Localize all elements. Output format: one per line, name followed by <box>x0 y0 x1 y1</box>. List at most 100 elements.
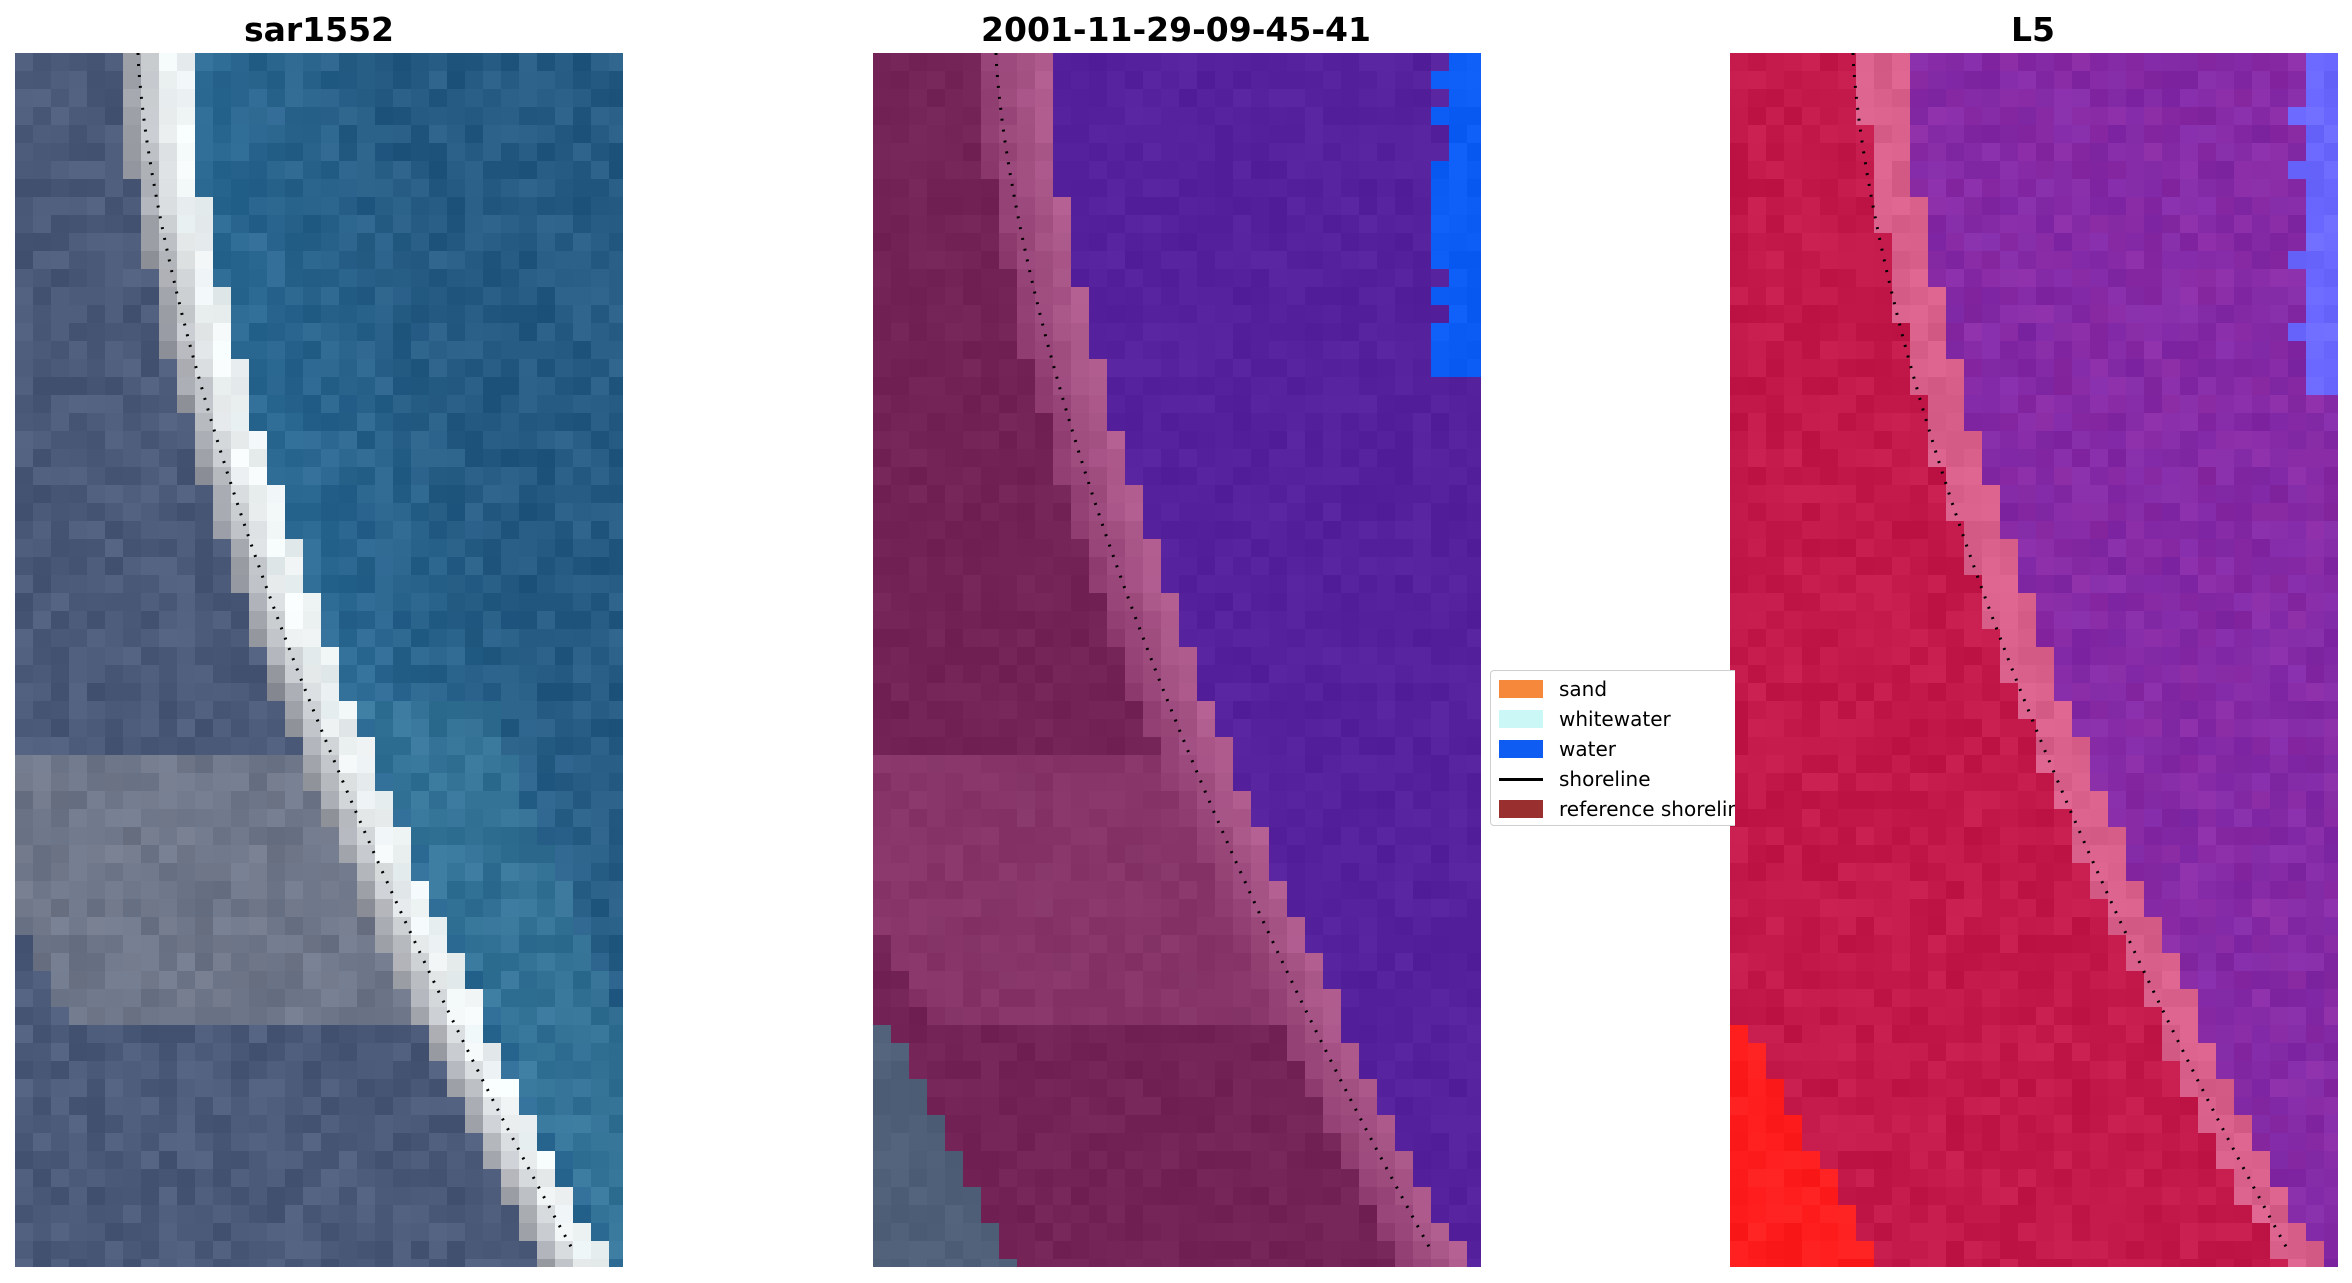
image-pixel <box>375 449 394 468</box>
image-pixel <box>945 1259 964 1267</box>
image-pixel <box>177 269 196 288</box>
image-pixel <box>873 431 892 450</box>
image-pixel <box>927 251 946 270</box>
image-pixel <box>1017 179 1036 198</box>
image-pixel <box>195 143 214 162</box>
image-pixel <box>303 1133 322 1152</box>
image-pixel <box>87 863 106 882</box>
image-pixel <box>891 899 910 918</box>
image-pixel <box>1107 413 1126 432</box>
image-pixel <box>1089 1205 1108 1224</box>
image-pixel <box>285 647 304 666</box>
image-pixel <box>249 1151 268 1170</box>
image-pixel <box>69 863 88 882</box>
image-pixel <box>1377 989 1396 1008</box>
image-pixel <box>1449 413 1468 432</box>
image-pixel <box>357 107 376 126</box>
image-pixel <box>909 269 928 288</box>
image-pixel <box>909 935 928 954</box>
image-pixel <box>1179 647 1198 666</box>
image-pixel <box>891 1025 910 1044</box>
image-pixel <box>447 215 466 234</box>
image-pixel <box>1377 557 1396 576</box>
image-pixel <box>1251 467 1270 486</box>
image-pixel <box>1197 1115 1216 1134</box>
image-pixel <box>537 629 556 648</box>
image-pixel <box>339 341 358 360</box>
image-pixel <box>2054 215 2073 234</box>
image-pixel <box>519 809 538 828</box>
image-pixel <box>105 575 124 594</box>
image-pixel <box>1125 179 1144 198</box>
image-pixel <box>1035 431 1054 450</box>
image-pixel <box>357 575 376 594</box>
image-pixel <box>249 755 268 774</box>
image-pixel <box>1125 575 1144 594</box>
image-pixel <box>1053 971 1072 990</box>
image-pixel <box>1179 791 1198 810</box>
image-pixel <box>609 629 623 648</box>
image-pixel <box>249 125 268 144</box>
image-pixel <box>33 899 52 918</box>
image-pixel <box>1233 611 1252 630</box>
image-pixel <box>591 71 610 90</box>
image-pixel <box>573 1043 592 1062</box>
image-pixel <box>429 917 448 936</box>
image-pixel <box>1071 413 1090 432</box>
image-pixel <box>609 647 623 666</box>
image-pixel <box>411 737 430 756</box>
image-pixel <box>591 719 610 738</box>
image-pixel <box>483 701 502 720</box>
image-pixel <box>1359 755 1378 774</box>
image-pixel <box>1928 89 1947 108</box>
image-pixel <box>1089 431 1108 450</box>
image-pixel <box>285 935 304 954</box>
image-pixel <box>483 539 502 558</box>
image-pixel <box>1143 647 1162 666</box>
image-pixel <box>1053 521 1072 540</box>
image-pixel <box>1269 665 1288 684</box>
image-pixel <box>105 1025 124 1044</box>
image-pixel <box>15 161 34 180</box>
image-pixel <box>69 1079 88 1098</box>
image-pixel <box>1377 467 1396 486</box>
image-pixel <box>285 215 304 234</box>
image-pixel <box>2252 89 2271 108</box>
image-pixel <box>1143 251 1162 270</box>
image-pixel <box>1946 107 1965 126</box>
image-pixel <box>465 305 484 324</box>
image-pixel <box>51 917 70 936</box>
image-pixel <box>447 1259 466 1267</box>
image-pixel <box>1125 989 1144 1008</box>
image-pixel <box>87 629 106 648</box>
image-pixel <box>51 485 70 504</box>
image-pixel <box>2072 107 2091 126</box>
image-pixel <box>891 1241 910 1260</box>
image-pixel <box>1233 575 1252 594</box>
image-pixel <box>537 899 556 918</box>
image-pixel <box>1323 827 1342 846</box>
image-pixel <box>411 305 430 324</box>
image-pixel <box>2252 161 2271 180</box>
image-pixel <box>195 467 214 486</box>
image-pixel <box>303 215 322 234</box>
image-pixel <box>159 935 178 954</box>
image-pixel <box>891 647 910 666</box>
image-pixel <box>1197 395 1216 414</box>
image-pixel <box>2036 215 2055 234</box>
image-pixel <box>141 647 160 666</box>
image-pixel <box>1053 1043 1072 1062</box>
image-pixel <box>981 917 1000 936</box>
image-pixel <box>1287 1133 1306 1152</box>
image-pixel <box>1359 791 1378 810</box>
image-pixel <box>999 125 1018 144</box>
image-pixel <box>2234 215 2253 234</box>
image-pixel <box>2216 107 2235 126</box>
image-pixel <box>1089 179 1108 198</box>
image-pixel <box>2126 89 2145 108</box>
image-pixel <box>231 1133 250 1152</box>
image-pixel <box>429 863 448 882</box>
image-pixel <box>981 737 1000 756</box>
image-pixel <box>1395 107 1414 126</box>
image-pixel <box>2198 179 2217 198</box>
